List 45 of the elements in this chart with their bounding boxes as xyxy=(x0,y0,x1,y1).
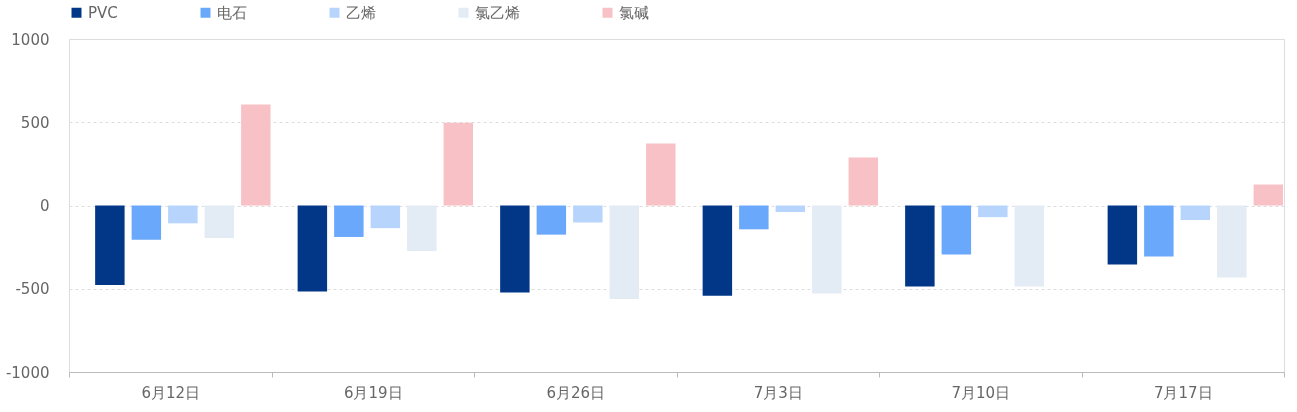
bar xyxy=(297,205,328,292)
y-tick-label: 0 xyxy=(39,197,50,215)
bar xyxy=(500,205,530,293)
x-tick-label: 7月3日 xyxy=(753,383,803,402)
bar xyxy=(941,205,972,255)
x-tick-label: 6月19日 xyxy=(343,383,403,402)
bar xyxy=(1014,205,1045,287)
bar xyxy=(536,205,567,235)
legend-label: 氯乙烯 xyxy=(475,3,520,22)
bar xyxy=(168,205,198,224)
x-tick-label: 7月17日 xyxy=(1153,383,1213,402)
bar xyxy=(812,205,842,294)
bar xyxy=(241,104,271,206)
bar xyxy=(775,205,806,212)
bar xyxy=(1144,205,1174,257)
bar xyxy=(1107,205,1138,265)
bar xyxy=(1253,184,1284,206)
bar xyxy=(204,205,235,238)
x-tick-label: 7月10日 xyxy=(951,383,1011,402)
bar xyxy=(702,205,733,296)
bar xyxy=(978,205,1008,218)
legend-label: 电石 xyxy=(217,3,247,22)
legend-label: 氯碱 xyxy=(619,3,649,22)
x-tick-label: 6月12日 xyxy=(141,383,201,402)
bar xyxy=(1180,205,1211,220)
x-tick-label: 6月26日 xyxy=(546,383,606,402)
bar xyxy=(905,205,935,287)
bar xyxy=(646,143,676,206)
bar xyxy=(407,205,437,252)
legend-label: 乙烯 xyxy=(346,3,376,22)
bar xyxy=(739,205,769,230)
bar xyxy=(370,205,401,229)
bar xyxy=(848,157,879,206)
bar xyxy=(443,122,474,206)
y-tick-label: 1000 xyxy=(11,30,50,49)
y-tick-label: 500 xyxy=(20,113,50,132)
bar xyxy=(95,205,125,285)
bar xyxy=(1217,205,1247,278)
y-tick-label: -500 xyxy=(15,280,50,299)
bar xyxy=(573,205,603,223)
legend-label: PVC xyxy=(88,3,118,22)
bar xyxy=(334,205,364,237)
bar xyxy=(131,205,162,240)
bar xyxy=(609,205,640,300)
y-tick-label: -1000 xyxy=(5,363,50,382)
